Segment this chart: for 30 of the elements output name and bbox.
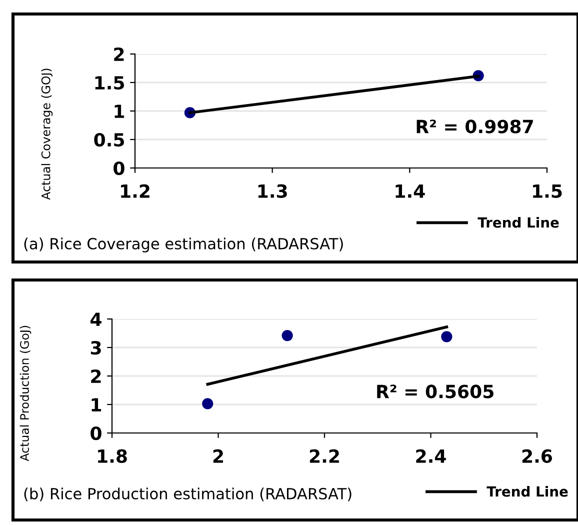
y-tick-label: 3 xyxy=(90,340,101,355)
y-axis-title: Actual Production (GoJ) xyxy=(20,326,32,462)
x-tick-label: 1.2 xyxy=(121,184,150,198)
annotation: R² = 0.9987 xyxy=(416,120,533,134)
x-tick-label: 1.5 xyxy=(533,184,562,198)
legend-label: Trend Line xyxy=(486,486,568,497)
point xyxy=(202,398,214,410)
x-tick-label: 2.4 xyxy=(416,449,446,463)
point xyxy=(282,330,293,342)
x-tick-label: 2 xyxy=(213,449,223,463)
x-tick-label: 2.6 xyxy=(522,449,552,463)
text: (b) Rice Production estimation (RADARSAT) xyxy=(24,488,352,502)
y-tick-label: 0.5 xyxy=(94,132,124,147)
y-axis-title: Actual Coverage (GOJ) xyxy=(41,68,53,200)
y-tick-label: 0 xyxy=(90,426,102,440)
point xyxy=(441,331,452,342)
annotation: R² = 0.5605 xyxy=(377,384,494,398)
y-tick-label: 2 xyxy=(114,47,124,61)
y-tick-label: 1 xyxy=(92,398,102,412)
x-tick-label: 1.8 xyxy=(98,449,127,463)
y-tick-label: 4 xyxy=(90,312,102,326)
text: (a) Rice Coverage estimation (RADARSAT) xyxy=(24,238,343,252)
y-tick-label: 1.5 xyxy=(95,76,124,90)
y-tick-label: 2 xyxy=(91,369,101,383)
x-tick-label: 2.2 xyxy=(310,449,339,463)
legend-label: Trend Line xyxy=(478,217,559,228)
y-tick-label: 1 xyxy=(114,104,124,118)
x-tick-label: 1.4 xyxy=(396,184,425,198)
y-tick-label: 0 xyxy=(114,161,124,176)
x-tick-label: 1.3 xyxy=(258,184,287,198)
